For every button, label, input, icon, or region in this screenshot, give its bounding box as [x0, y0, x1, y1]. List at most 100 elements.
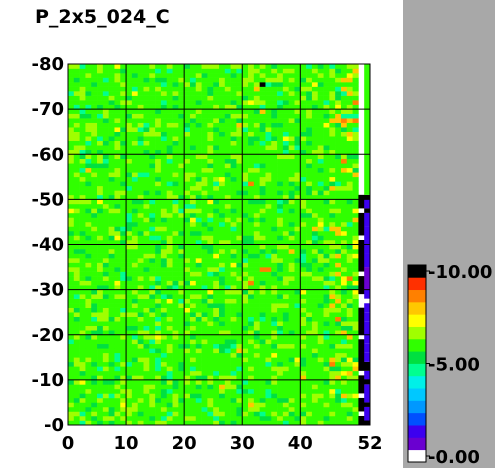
- heatmap-cell: [137, 64, 144, 69]
- heatmap-cell: [143, 113, 150, 119]
- y-tick-label: -70: [31, 99, 64, 120]
- heatmap-cell: [189, 258, 197, 263]
- heatmap-cell: [97, 316, 104, 322]
- heatmap-cell: [91, 122, 98, 128]
- heatmap-cell: [306, 276, 313, 281]
- heatmap-cell: [160, 163, 168, 169]
- heatmap-cell: [91, 280, 98, 286]
- heatmap-cell: [207, 176, 214, 182]
- heatmap-cell: [91, 217, 98, 223]
- heatmap-cell: [166, 321, 173, 327]
- heatmap-cell: [166, 289, 173, 295]
- heatmap-cell: [178, 316, 185, 322]
- heatmap-cell: [213, 348, 220, 354]
- heatmap-cell: [155, 149, 162, 155]
- heatmap-cell: [68, 145, 75, 151]
- heatmap-cell: [236, 113, 243, 119]
- heatmap-cell: [352, 280, 359, 286]
- heatmap-cell: [230, 294, 237, 299]
- heatmap-cell: [97, 321, 104, 327]
- heatmap-cell: [230, 406, 237, 412]
- heatmap-cell: [73, 82, 80, 87]
- heatmap-cell: [120, 82, 127, 87]
- heatmap-cell: [79, 285, 86, 290]
- heatmap-cell: [346, 388, 353, 394]
- heatmap-cell: [340, 388, 348, 394]
- heatmap-cell: [317, 86, 324, 92]
- heatmap-cell: [195, 212, 202, 218]
- heatmap-cell: [85, 253, 92, 259]
- heatmap-cell: [329, 258, 336, 263]
- heatmap-cell: [219, 109, 226, 114]
- heatmap-cell: [236, 298, 243, 304]
- heatmap-cell: [131, 366, 138, 372]
- heatmap-cell: [294, 249, 301, 254]
- heatmap-cell: [178, 127, 185, 132]
- heatmap-cell: [184, 262, 191, 268]
- heatmap-cell: [253, 388, 260, 394]
- heatmap-cell: [184, 267, 191, 272]
- heatmap-cell: [131, 154, 138, 160]
- heatmap-cell: [137, 217, 144, 223]
- heatmap-cell: [126, 348, 133, 354]
- heatmap-cell: [294, 411, 301, 417]
- heatmap-cell: [114, 334, 121, 340]
- heatmap-cell: [364, 226, 371, 240]
- heatmap-cell: [68, 330, 75, 336]
- heatmap-cell: [242, 348, 249, 354]
- heatmap-cell: [253, 221, 260, 227]
- heatmap-cell: [85, 285, 92, 290]
- heatmap-cell: [149, 330, 156, 336]
- heatmap-cell: [160, 303, 168, 308]
- heatmap-cell: [85, 127, 92, 132]
- heatmap-cell: [143, 91, 150, 96]
- heatmap-cell: [236, 77, 243, 83]
- heatmap-cell: [184, 208, 191, 214]
- heatmap-cell: [329, 411, 336, 417]
- heatmap-cell: [189, 221, 197, 227]
- heatmap-cell: [294, 294, 301, 299]
- heatmap-cell: [242, 109, 249, 114]
- heatmap-cell: [271, 118, 278, 123]
- heatmap-cell: [323, 68, 330, 74]
- heatmap-cell: [364, 343, 371, 353]
- heatmap-cell: [300, 235, 307, 241]
- heatmap-cell: [236, 140, 243, 146]
- heatmap-cell: [346, 357, 353, 363]
- heatmap-cell: [149, 86, 156, 92]
- heatmap-cell: [207, 131, 214, 137]
- heatmap-cell: [201, 388, 208, 394]
- heatmap-cell: [271, 100, 278, 105]
- heatmap-cell: [201, 307, 208, 313]
- heatmap-cell: [108, 64, 115, 69]
- heatmap-cell: [329, 127, 336, 132]
- heatmap-cell: [323, 343, 330, 349]
- heatmap-cell: [311, 325, 319, 331]
- heatmap-cell: [201, 289, 208, 295]
- heatmap-cell: [317, 402, 324, 408]
- heatmap-cell: [294, 321, 301, 327]
- heatmap-cell: [340, 217, 348, 223]
- heatmap-cell: [73, 253, 80, 259]
- heatmap-cell: [68, 334, 75, 340]
- heatmap-cell: [242, 366, 249, 372]
- heatmap-cell: [73, 172, 80, 178]
- heatmap-cell: [340, 321, 348, 327]
- heatmap-cell: [300, 118, 307, 123]
- heatmap-cell: [149, 131, 156, 137]
- heatmap-cell: [213, 140, 220, 146]
- heatmap-cell: [85, 321, 92, 327]
- colorbar-tick-label: -10.00: [428, 262, 492, 283]
- heatmap-cell: [149, 158, 156, 164]
- heatmap-cell: [224, 276, 231, 281]
- heatmap-cell: [340, 221, 348, 227]
- heatmap-cell: [126, 167, 133, 173]
- heatmap-cell: [224, 339, 231, 345]
- heatmap-cell: [335, 190, 342, 196]
- heatmap-cell: [248, 194, 255, 200]
- heatmap-cell: [108, 127, 115, 132]
- heatmap-cell: [352, 118, 359, 123]
- heatmap-cell: [294, 113, 301, 119]
- heatmap-cell: [288, 316, 295, 322]
- heatmap-cell: [137, 145, 144, 151]
